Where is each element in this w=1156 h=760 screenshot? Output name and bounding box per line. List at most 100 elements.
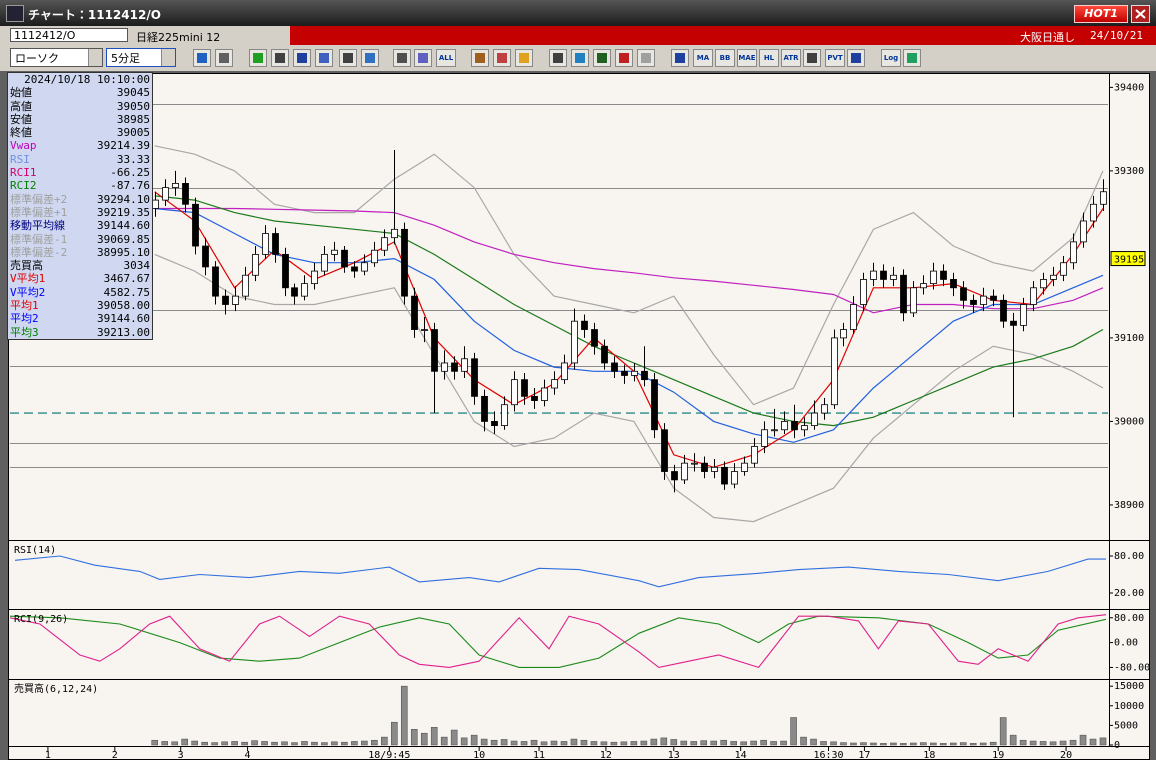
candle-body — [451, 362, 458, 372]
x-tick-label: 12 — [600, 750, 612, 760]
candle-body — [811, 412, 818, 426]
info-row: 平均2 39144.60 — [8, 312, 152, 325]
volume-bar — [251, 740, 258, 746]
tool-text-button[interactable]: MA — [693, 49, 713, 67]
hot-button[interactable]: HOT1 — [1074, 5, 1128, 23]
indicator-line — [154, 253, 1104, 523]
info-row: V平均1 3467.67 — [8, 272, 152, 285]
candle-body — [262, 233, 269, 255]
candle-body — [421, 329, 428, 331]
info-value: 38995.10 — [97, 245, 150, 259]
tool-button[interactable] — [847, 49, 865, 67]
volume-bar — [969, 743, 977, 746]
tool-button[interactable] — [393, 49, 411, 67]
tool-text-button[interactable]: HL — [759, 49, 779, 67]
candle-body — [371, 249, 378, 264]
tool-button[interactable] — [593, 49, 611, 67]
volume-bar — [420, 732, 428, 746]
candle-body — [1060, 262, 1067, 276]
candle-body — [631, 370, 638, 376]
tool-button[interactable] — [414, 49, 432, 67]
tool-button[interactable] — [803, 49, 821, 67]
volume-bar — [361, 740, 368, 746]
last-price-box — [1110, 251, 1146, 267]
tool-icon — [619, 53, 629, 63]
info-value: 39005 — [116, 126, 150, 140]
chart-background — [8, 73, 1150, 760]
volume-bar — [321, 742, 328, 746]
tool-text-button[interactable]: Log — [881, 49, 901, 67]
candle-body — [880, 270, 887, 280]
tool-icon — [397, 53, 407, 63]
candle-body — [890, 274, 897, 280]
volume-bar — [730, 741, 737, 746]
tool-button[interactable] — [215, 49, 233, 67]
tool-text-button[interactable]: BB — [715, 49, 735, 67]
volume-bar — [800, 736, 807, 746]
y-tick-label: -80.00 — [1114, 662, 1150, 673]
candle-body — [291, 287, 298, 297]
candle-body — [1080, 220, 1087, 243]
tool-button[interactable] — [471, 49, 489, 67]
volume-bar — [1019, 739, 1027, 746]
tool-button[interactable] — [493, 49, 511, 67]
volume-bar — [1039, 741, 1047, 746]
tool-button[interactable] — [515, 49, 533, 67]
candle-body — [721, 466, 728, 485]
indicator-line — [154, 207, 1104, 314]
candle-body — [581, 320, 588, 330]
candle-body — [401, 228, 408, 297]
y-tick-label: 39300 — [1114, 166, 1144, 177]
tool-button[interactable] — [615, 49, 633, 67]
tool-button[interactable] — [315, 49, 333, 67]
panel-title: RCI(9,26) — [14, 614, 68, 625]
info-value: 39214.39 — [97, 139, 150, 153]
tool-button[interactable] — [549, 49, 567, 67]
tool-button[interactable] — [361, 49, 379, 67]
tool-button[interactable] — [249, 49, 267, 67]
info-row: 標準偏差+1 39219.35 — [8, 206, 152, 219]
symbol-input[interactable]: 1112412/O — [10, 28, 128, 42]
tool-button[interactable] — [293, 49, 311, 67]
candle-body — [242, 274, 249, 297]
candle-body — [950, 279, 957, 289]
interval: 5分足 — [111, 52, 140, 65]
close-icon — [1135, 9, 1146, 19]
candle-body — [641, 370, 648, 381]
tool-text-button[interactable]: ALL — [436, 49, 456, 67]
tool-text-button[interactable]: PVT — [825, 49, 845, 67]
tool-button[interactable] — [637, 49, 655, 67]
volume-bar — [660, 737, 668, 746]
tool-button[interactable] — [571, 49, 589, 67]
info-row: 標準偏差-2 38995.10 — [8, 246, 152, 259]
tool-button[interactable] — [671, 49, 689, 67]
info-value: 33.33 — [116, 152, 150, 166]
volume-bar — [281, 741, 288, 746]
tool-button[interactable] — [339, 49, 357, 67]
tool-icon — [297, 53, 307, 63]
y-tick-label: 15000 — [1114, 681, 1144, 692]
interval-select[interactable]: 5分足 — [106, 48, 176, 67]
info-label: 標準偏差-2 — [10, 245, 68, 259]
info-label: Vwap — [10, 139, 37, 153]
tool-button[interactable] — [903, 49, 921, 67]
candle-body — [681, 462, 688, 481]
candle-body — [930, 270, 937, 285]
chart-type-select[interactable]: ローソク — [10, 48, 103, 67]
y-tick-label: 80.00 — [1114, 551, 1144, 562]
volume-bar — [550, 740, 558, 746]
candle-body — [1030, 287, 1037, 305]
tool-text-button[interactable]: ATR — [781, 49, 801, 67]
x-tick-label: 10 — [473, 750, 485, 760]
info-row: 標準偏差-1 39069.85 — [8, 233, 152, 246]
tool-icon — [575, 53, 585, 63]
info-row: 終値 39005 — [8, 126, 152, 139]
tool-icon — [497, 53, 507, 63]
tool-text-button[interactable]: MAE — [737, 49, 757, 67]
volume-bar — [670, 739, 678, 746]
tool-icon — [219, 53, 229, 63]
tool-button[interactable] — [193, 49, 211, 67]
close-button[interactable] — [1131, 5, 1150, 23]
tool-button[interactable] — [271, 49, 289, 67]
